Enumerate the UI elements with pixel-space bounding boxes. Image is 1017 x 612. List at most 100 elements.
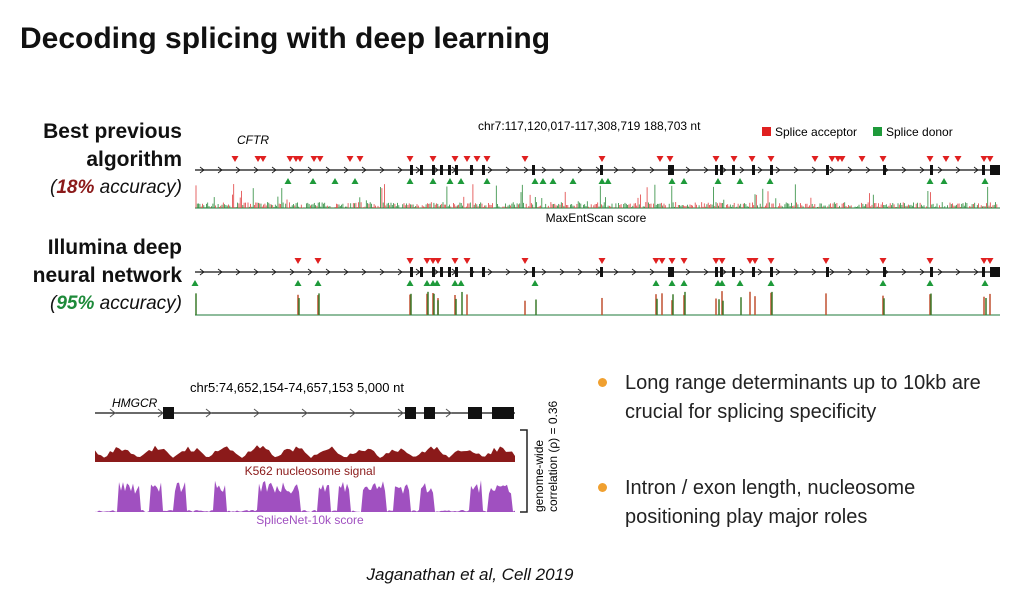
coordinates: chr7:117,120,017-117,308,719 188,703 nt: [478, 119, 701, 133]
donor-marker: [940, 178, 948, 184]
strand-arrow: [487, 268, 493, 276]
donor-marker: [652, 280, 660, 286]
axis-label: MaxEntScan score: [546, 211, 647, 225]
strand-arrow: [757, 166, 763, 174]
track-label: SpliceNet-10k score: [256, 513, 364, 527]
accuracy-text: accuracy): [94, 177, 182, 198]
acceptor-marker: [286, 156, 294, 162]
donor-marker: [680, 280, 688, 286]
strand-arrow: [649, 166, 655, 174]
donor-marker: [604, 178, 612, 184]
legend-swatch: [762, 127, 771, 136]
strand-arrow: [559, 268, 565, 276]
exon: [482, 165, 485, 175]
side-label: genome-wide: [532, 440, 546, 512]
donor-marker: [736, 178, 744, 184]
exon: [470, 165, 473, 175]
exon: [440, 165, 443, 175]
strand-arrow: [829, 268, 835, 276]
legend-label: Splice acceptor: [775, 125, 857, 139]
exon: [432, 165, 435, 175]
strand-arrow: [775, 268, 781, 276]
acceptor-marker: [838, 156, 846, 162]
acceptor-marker: [680, 258, 688, 264]
citation: Jaganathan et al, Cell 2019: [366, 565, 574, 584]
acceptor-marker: [811, 156, 819, 162]
exon: [732, 165, 735, 175]
donor-marker: [446, 178, 454, 184]
donor-marker: [406, 280, 414, 286]
exon: [448, 165, 451, 175]
acceptor-marker: [434, 258, 442, 264]
row-label: Best previous: [43, 120, 182, 143]
paren: (: [50, 293, 57, 314]
exon: [720, 165, 723, 175]
donor-marker: [284, 178, 292, 184]
strand-arrow: [613, 268, 619, 276]
acceptor-marker: [521, 156, 529, 162]
strand-arrow: [955, 166, 961, 174]
acceptor-marker: [429, 258, 437, 264]
acceptor-marker: [858, 156, 866, 162]
legend-label: Splice donor: [886, 125, 953, 139]
donor-marker: [406, 178, 414, 184]
donor-marker: [680, 178, 688, 184]
exon: [715, 267, 718, 277]
donor-marker: [714, 178, 722, 184]
exon: [883, 267, 886, 277]
strand-arrow: [613, 166, 619, 174]
strand-arrow: [631, 166, 637, 174]
strand-arrow: [217, 166, 223, 174]
strand-arrow: [577, 268, 583, 276]
strand-arrow: [523, 268, 529, 276]
strand-arrow: [235, 268, 241, 276]
strand-arrow: [505, 166, 511, 174]
acceptor-marker: [668, 258, 676, 264]
strand-arrow: [793, 166, 799, 174]
strand-arrow: [685, 268, 691, 276]
exon: [470, 267, 473, 277]
strand-arrow: [973, 268, 979, 276]
exon: [455, 165, 458, 175]
donor-marker: [539, 178, 547, 184]
exon: [770, 267, 773, 277]
track-label: K562 nucleosome signal: [245, 464, 376, 478]
exon: [770, 165, 773, 175]
exon: [410, 165, 413, 175]
donor-marker: [451, 280, 459, 286]
acceptor-marker: [473, 156, 481, 162]
acceptor-marker: [986, 258, 994, 264]
acceptor-marker: [296, 156, 304, 162]
exon: [440, 267, 443, 277]
strand-arrow: [649, 268, 655, 276]
gene-label: HMGCR: [112, 396, 158, 410]
exon: [752, 267, 755, 277]
donor-marker: [981, 280, 989, 286]
slide-title: Decoding splicing with deep learning: [20, 22, 551, 55]
donor-marker: [433, 280, 441, 286]
donor-marker: [531, 178, 539, 184]
exon: [600, 165, 603, 175]
side-label: correlation (ρ) = 0.36: [546, 400, 560, 512]
donor-marker: [766, 178, 774, 184]
donor-marker: [718, 280, 726, 286]
strand-arrow: [721, 268, 727, 276]
row-label: neural network: [32, 264, 182, 287]
donor-marker: [736, 280, 744, 286]
acceptor-marker: [598, 258, 606, 264]
acceptor-marker: [316, 156, 324, 162]
strand-arrow: [343, 166, 349, 174]
acceptor-marker: [954, 156, 962, 162]
acceptor-marker: [521, 258, 529, 264]
donor-marker: [457, 280, 465, 286]
donor-marker: [531, 280, 539, 286]
strand-arrow: [271, 166, 277, 174]
exon: [715, 165, 718, 175]
accuracy-text: accuracy): [94, 293, 182, 314]
acceptor-marker: [451, 156, 459, 162]
exon: [532, 165, 535, 175]
strand-arrow: [361, 268, 367, 276]
acceptor-marker: [712, 258, 720, 264]
donor-marker: [926, 280, 934, 286]
